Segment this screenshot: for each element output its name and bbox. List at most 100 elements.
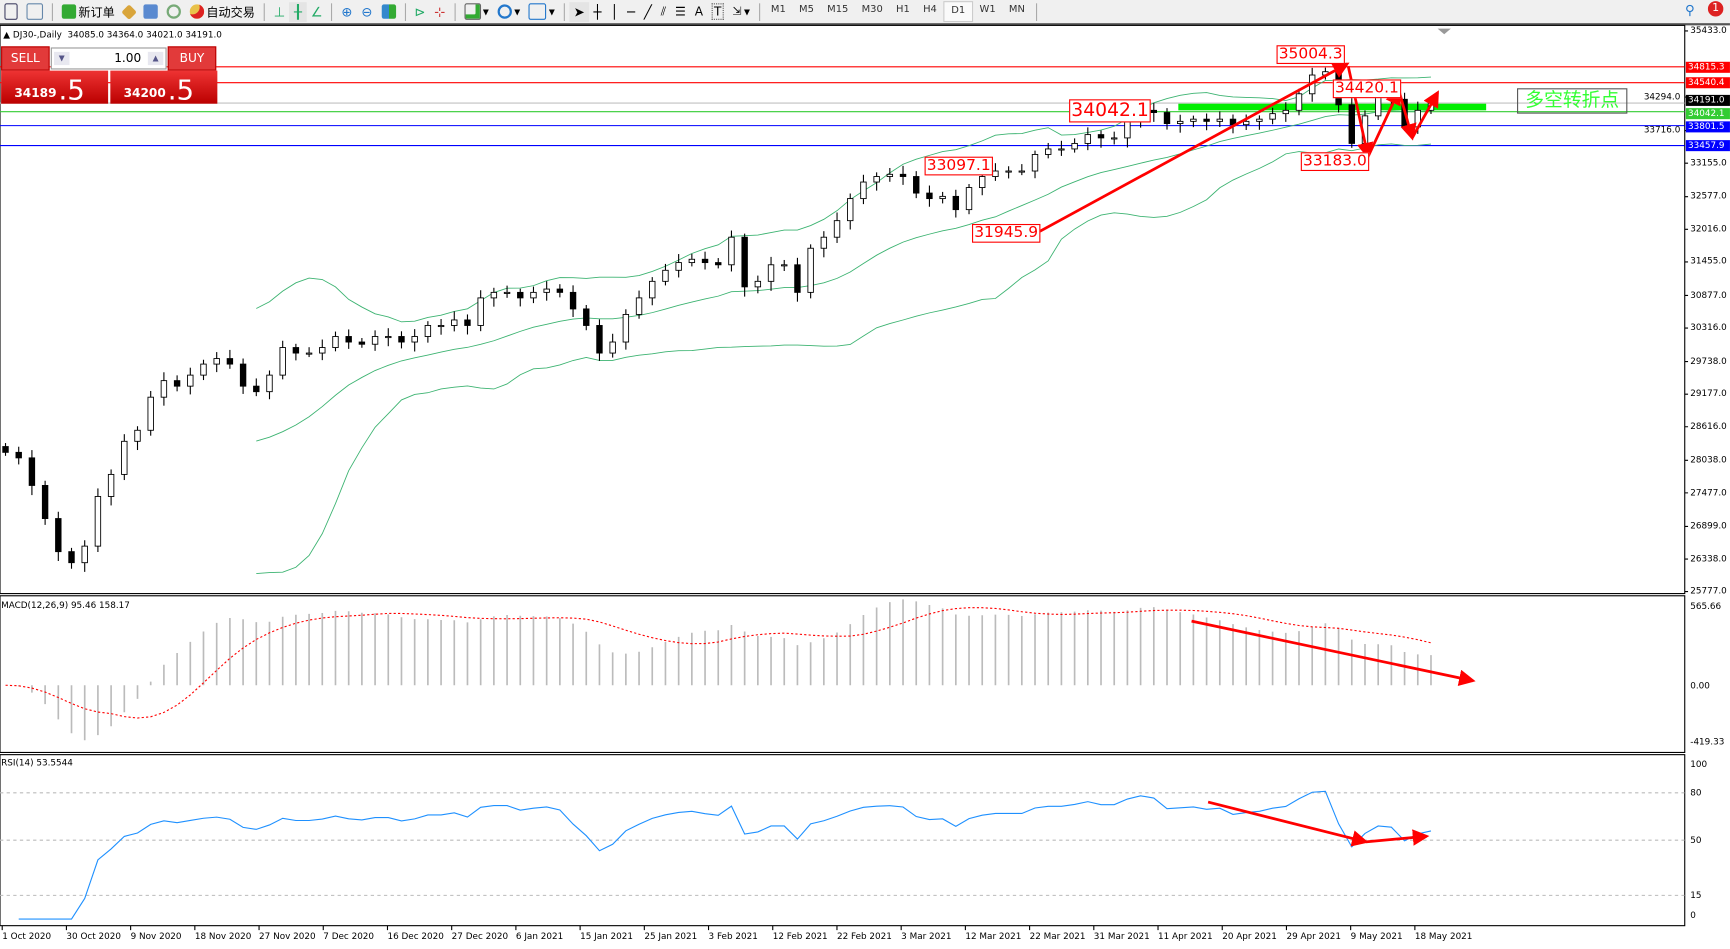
text-label-button[interactable]: T [707,2,728,22]
text-label-icon: T [711,3,724,20]
candle-body [490,291,498,299]
timeframe-bar: M1 M5 M15 M30 H1 H4 D1 W1 MN [764,1,1031,23]
sell-button[interactable]: SELL [1,46,50,71]
separator [331,2,333,21]
timeframe-m1-button[interactable]: M1 [770,4,786,16]
indicators-button[interactable]: ▼ [460,2,494,22]
rsi-plot [0,790,1685,920]
separator [758,2,760,21]
candle-body [675,262,682,271]
timeframe-h4-button[interactable]: H4 [923,4,937,16]
candle-body [28,457,36,486]
lot-increase-button[interactable]: ▲ [147,51,164,66]
price-label-pivot[interactable]: 34042.1 [1069,99,1152,123]
pivot-note-label[interactable]: 多空转折点 [1517,88,1628,114]
text-icon: A [694,4,704,19]
search-icon[interactable]: ⚲ [1684,2,1695,18]
zoom-in-icon: ⊕ [341,3,353,20]
new-chart-button[interactable] [0,2,22,22]
rsi-tick-label: 80 [1690,787,1702,798]
price-label-rebound-high[interactable]: 34420.1 [1332,79,1402,99]
candle-body [371,336,379,345]
price-label-pullback-low[interactable]: 33183.0 [1300,152,1370,172]
arrows-icon: ⇲ [732,5,742,18]
clock-icon [497,4,513,19]
new-order-button[interactable]: 新订单 [57,2,119,22]
candle-body [107,473,115,497]
candle-body [253,385,260,393]
timeframe-m30-button[interactable]: M30 [861,4,883,16]
candle-body [1124,120,1131,139]
text-button[interactable]: A [690,2,707,22]
candle-body [503,291,511,294]
fibonacci-button[interactable]: ☰ [671,2,691,22]
auto-trading-button[interactable]: 自动交易 [185,2,259,22]
bar-chart-icon: ⊥ [273,3,286,20]
crosshair-button[interactable]: ┼ [589,2,606,22]
timeframe-m5-button[interactable]: M5 [799,4,814,16]
macd-label: MACD(12,26,9) 95.46 158.17 [1,600,130,611]
candle-body [965,187,973,211]
collapse-triangle-icon[interactable]: ▲ [3,29,13,40]
candle-body [899,173,907,177]
candle-body [319,347,326,354]
date-tick-label: 22 Feb 2021 [836,931,892,942]
candle-body [1058,148,1065,151]
trendline-button[interactable]: ╱ [640,2,657,22]
templates-button[interactable]: ▼ [525,2,560,22]
timeframe-m15-button[interactable]: M15 [827,4,849,16]
line-chart-button[interactable]: ∠ [306,2,327,22]
date-tick-label: 9 Nov 2020 [130,931,182,942]
lot-decrease-button[interactable]: ▼ [54,51,70,66]
rsi-divergence-arrow [1365,829,1430,846]
rsi-tick-label: 100 [1690,759,1708,770]
terminal-button[interactable] [139,2,162,22]
price-label-high[interactable]: 35004.3 [1276,45,1345,64]
date-tick-label: 27 Dec 2020 [451,931,509,942]
candle-body [398,336,405,343]
equidistant-channel-button[interactable]: ⫽ [656,2,670,22]
candle-body [41,485,49,519]
price-line-marker: 34815.3 [1685,61,1730,73]
lot-size-input[interactable]: ▼ 1.00 ▲ [50,47,167,70]
navigator-button[interactable] [22,2,47,22]
candle-body [609,341,616,354]
chart-shift-button[interactable]: ⊹ [430,2,450,22]
chart-shift-icon: ⊹ [434,3,446,20]
tile-windows-button[interactable] [377,2,400,22]
price-label-mid[interactable]: 33097.1 [924,156,993,176]
cursor-button[interactable]: ➤ [569,1,590,22]
bar-chart-button[interactable]: ⊥ [269,2,289,22]
candle-body [569,291,577,310]
candle-body [635,297,643,315]
timeframe-w1-button[interactable]: W1 [979,4,996,16]
bid-price-button[interactable]: 34189.5 [1,70,109,106]
candle-body [1111,137,1118,140]
candlestick-button[interactable]: ╂ [289,1,307,22]
zoom-in-button[interactable]: ⊕ [337,2,357,22]
zoom-out-icon: ⊖ [361,3,373,20]
periods-button[interactable]: ▼ [493,2,524,22]
price-label-low[interactable]: 31945.9 [972,223,1041,243]
timeframe-h1-button[interactable]: H1 [896,4,910,16]
timeframe-mn-button[interactable]: MN [1008,4,1025,16]
horizontal-line-button[interactable]: ─ [623,2,640,22]
candle-body [939,195,946,200]
timeframe-d1-button[interactable]: D1 [943,1,973,23]
date-tick-label: 12 Feb 2021 [772,931,828,942]
ask-price-button[interactable]: 34200.5 [110,70,218,106]
bollinger-upper-band [256,76,1432,323]
auto-scroll-button[interactable]: ⊳ [410,2,430,22]
new-order-label: 新订单 [78,4,115,20]
vertical-line-button[interactable]: │ [606,2,623,22]
dropdown-arrow-icon: ▼ [743,7,750,16]
tile-windows-icon [381,4,396,19]
signals-button[interactable] [162,2,185,22]
buy-button[interactable]: BUY [167,46,217,71]
candle-body [292,347,300,354]
price-tick-label: 28616.0 [1690,421,1727,432]
arrows-button[interactable]: ⇲ ▼ [728,2,754,22]
candle-body [807,247,814,293]
zoom-out-button[interactable]: ⊖ [357,2,377,22]
